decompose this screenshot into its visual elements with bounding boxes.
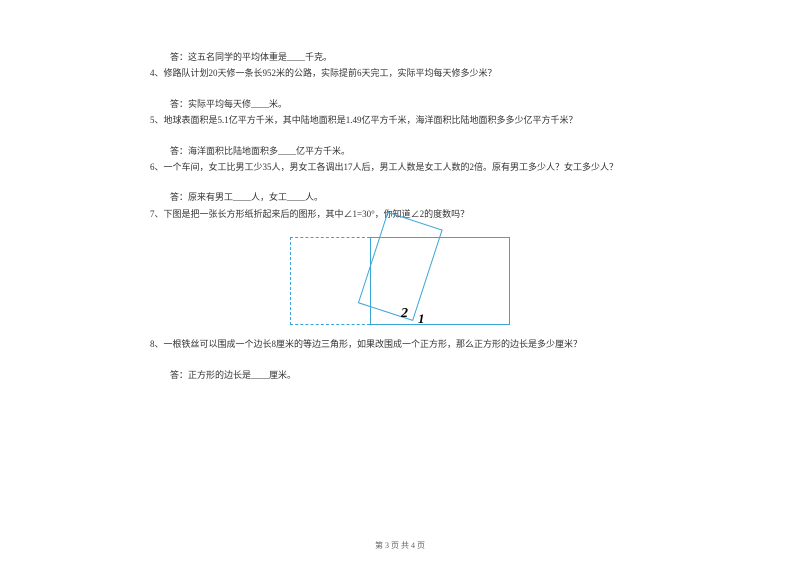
q4-answer: 答：实际平均每天修____米。 — [150, 97, 650, 111]
q8-text: 8、一根铁丝可以围成一个边长8厘米的等边三角形，如果改围成一个正方形，那么正方形… — [150, 337, 650, 351]
q5-text: 5、地球表面积是5.1亿平方千米，其中陆地面积是1.49亿平方千米，海洋面积比陆… — [150, 113, 650, 127]
q3-answer: 答：这五名同学的平均体重是____千克。 — [150, 50, 650, 64]
dashed-rectangle — [290, 237, 370, 325]
q6-answer: 答：原来有男工____人，女工____人。 — [150, 190, 650, 204]
document-body: 答：这五名同学的平均体重是____千克。 4、修路队计划20天修一条长952米的… — [150, 50, 650, 384]
q4-text: 4、修路队计划20天修一条长952米的公路，实际提前6天完工，实际平均每天修多少… — [150, 66, 650, 80]
angle-2-label: 2 — [401, 303, 408, 325]
page-footer: 第 3 页 共 4 页 — [0, 540, 800, 551]
folded-rectangle-figure: 2 1 — [290, 227, 510, 327]
q8-answer: 答：正方形的边长是____厘米。 — [150, 368, 650, 382]
figure-container: 2 1 — [150, 227, 650, 327]
q6-text: 6、一个车间，女工比男工少35人，男女工各调出17人后，男工人数是女工人数的2倍… — [150, 160, 650, 174]
angle-1-label: 1 — [418, 309, 425, 330]
q5-answer: 答：海洋面积比陆地面积多____亿平方千米。 — [150, 144, 650, 158]
